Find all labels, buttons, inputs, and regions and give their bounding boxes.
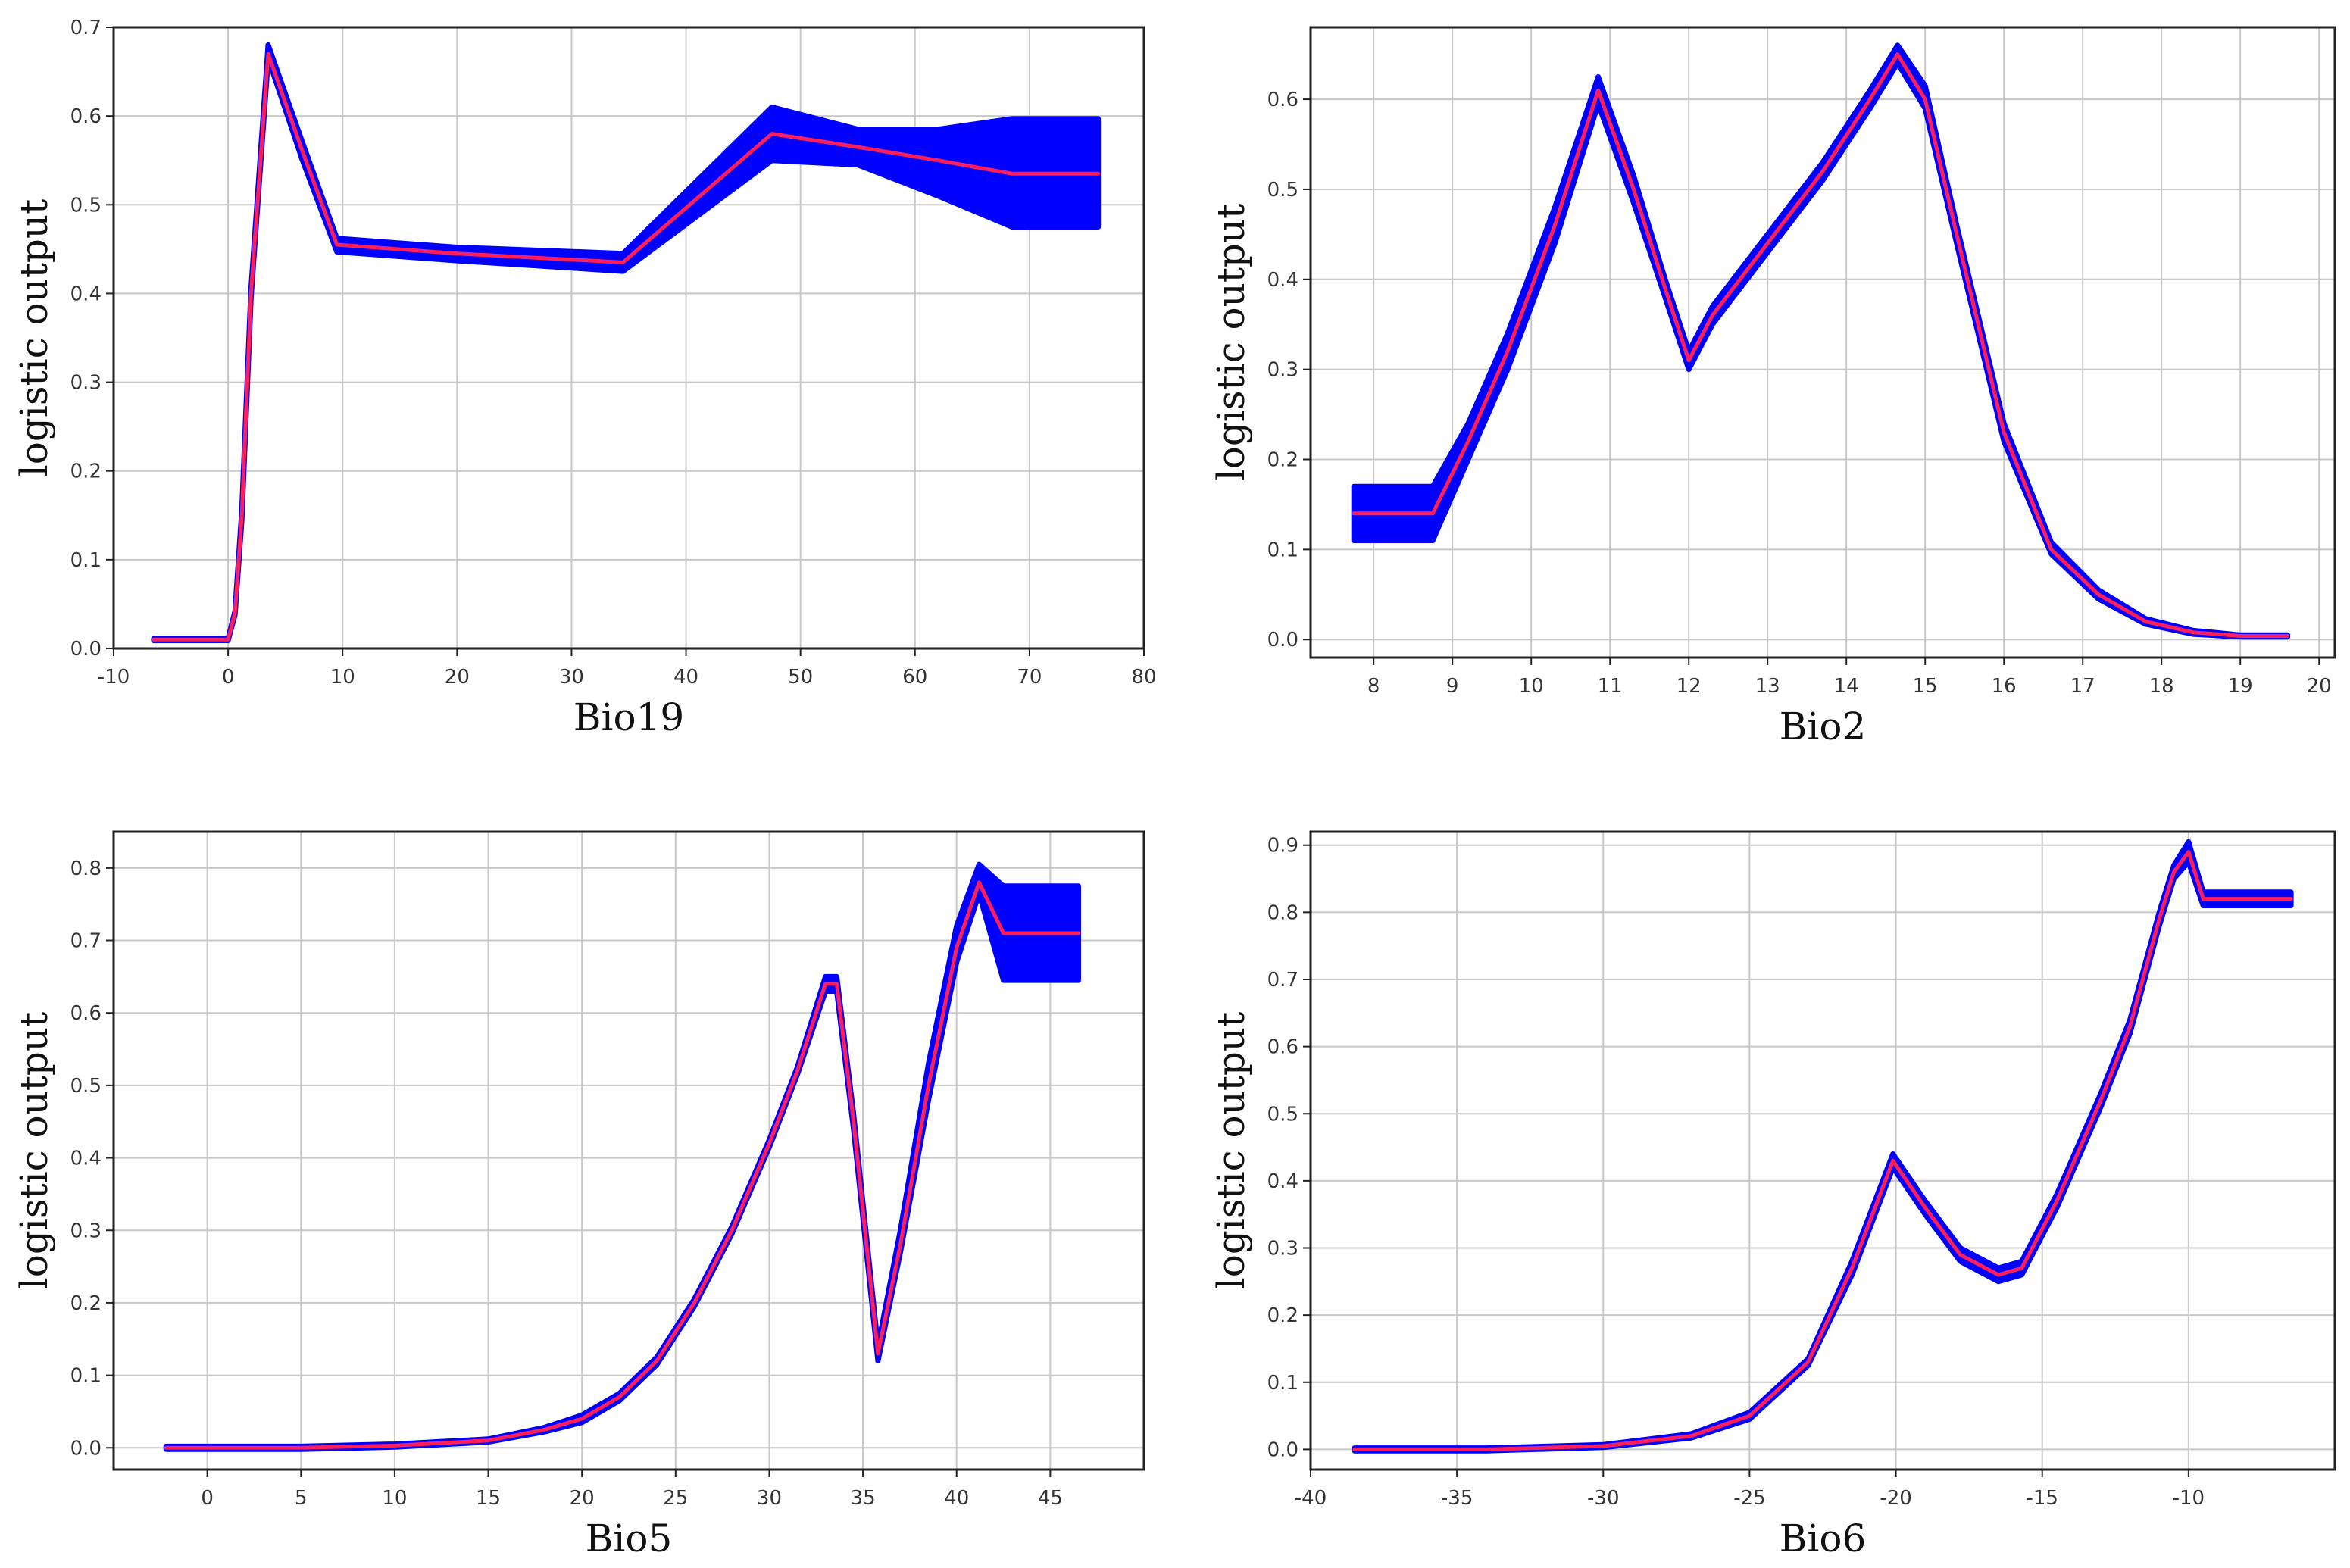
plot-area [1311,832,2335,1470]
y-tick-label: 0.8 [70,857,102,880]
y-tick-label: 0.0 [70,638,102,661]
x-tick-label: 10 [330,666,355,689]
y-tick-label: 0.9 [1267,835,1298,857]
x-tick-label: -10 [2173,1487,2205,1510]
y-axis-label: logistic output [12,1012,56,1289]
x-tick-label: 80 [1131,666,1156,689]
confidence-band [163,861,1081,1452]
chart-bio5: 0 5 10 15 20 25 30 35 40 45 0.0 0.1 0.2 0.3 0.4 0.5 0.6 0… [12,830,1145,1560]
plot-frame [112,26,1145,650]
y-tick-label: 0.3 [1267,359,1298,382]
y-tick-label: 0.8 [1267,901,1298,924]
plot-area [114,832,1144,1470]
x-tick-label: -20 [1880,1487,1911,1510]
y-tick-label: 0.1 [1267,539,1298,561]
x-tick-label: 17 [2070,675,2095,698]
x-axis-label: Bio19 [573,695,684,739]
y-tick-label: 0.3 [70,372,102,395]
x-tick-label: 45 [1038,1487,1063,1510]
y-tick-label: 0.4 [70,283,102,305]
y-tick-label: 0.6 [1267,89,1298,111]
y-tick-label: 0.7 [70,17,102,39]
x-axis-label: Bio6 [1780,1516,1867,1560]
x-tick-label: 18 [2149,675,2174,698]
x-tick-label: 0 [201,1487,214,1510]
x-tick-label: 12 [1677,675,1702,698]
y-tick-label: 0.2 [70,461,102,483]
x-tick-label: 13 [1755,675,1780,698]
x-tick-label: 40 [673,666,698,689]
y-tick-label: 0.5 [70,1075,102,1098]
x-tick-label: -25 [1733,1487,1765,1510]
y-tick-label: 0.5 [1267,1103,1298,1126]
plot-area [1311,27,2335,657]
x-tick-label: 0 [222,666,235,689]
x-tick-label: 11 [1598,675,1623,698]
y-tick-label: 0.4 [1267,1170,1298,1193]
y-axis-label: logistic output [1209,204,1253,481]
x-tick-label: 10 [1519,675,1544,698]
mean-response-line [164,880,1080,1450]
x-tick-label: 70 [1017,666,1042,689]
chart-bio2: 8 9 10 11 12 13 14 15 16 17 18 19 20 0.0 0.1 0.2 0.3 0.4 0… [1209,26,2336,748]
plot-frame [1309,830,2336,1471]
x-tick-label: 9 [1446,675,1459,698]
x-tick-label: 50 [788,666,813,689]
mean-response-line [1352,850,2293,1451]
y-axis-label: logistic output [12,199,56,476]
x-tick-label: -30 [1587,1487,1619,1510]
x-tick-label: 5 [295,1487,308,1510]
y-tick-label: 0.1 [1267,1372,1298,1395]
x-tick-label: 25 [663,1487,688,1510]
plot-frame [112,830,1145,1471]
y-tick-label: 0.6 [1267,1036,1298,1059]
x-tick-label: 30 [559,666,584,689]
y-tick-label: 0.3 [1267,1238,1298,1260]
x-tick-label: 15 [476,1487,501,1510]
x-tick-label: 8 [1367,675,1380,698]
x-tick-label: 10 [382,1487,407,1510]
y-tick-label: 0.0 [1267,1438,1298,1461]
y-tick-label: 0.5 [1267,179,1298,201]
y-tick-label: 0.4 [70,1148,102,1170]
y-axis-label: logistic output [1209,1012,1253,1289]
y-tick-label: 0.4 [1267,269,1298,292]
y-tick-label: 0.2 [70,1292,102,1315]
y-tick-label: 0.0 [70,1437,102,1460]
mean-response-line [1352,52,2290,638]
y-tick-label: 0.2 [1267,1304,1298,1327]
x-tick-label: -10 [98,666,130,689]
x-tick-label: 14 [1834,675,1859,698]
y-tick-label: 0.5 [70,194,102,217]
x-tick-label: 15 [1913,675,1938,698]
x-tick-label: 35 [851,1487,876,1510]
x-tick-label: 19 [2228,675,2253,698]
mean-response-line [152,52,1101,642]
y-tick-label: 0.6 [70,1002,102,1025]
x-tick-label: 60 [902,666,927,689]
x-tick-label: -40 [1295,1487,1327,1510]
x-tick-label: -35 [1441,1487,1473,1510]
y-tick-label: 0.3 [70,1220,102,1242]
x-tick-label: 20 [445,666,470,689]
x-axis-label: Bio5 [586,1516,673,1560]
y-tick-label: 0.0 [1267,629,1298,651]
y-tick-label: 0.1 [70,1365,102,1388]
y-tick-label: 0.1 [70,549,102,572]
plot-frame [1309,26,2336,659]
x-axis-label: Bio2 [1780,704,1867,748]
x-tick-label: 30 [757,1487,782,1510]
chart-bio19: -10 0 10 20 30 40 50 60 70 80 0.0 0.1 0.2 0.3 0.4 0.5 0.… [12,17,1157,739]
x-tick-label: 40 [944,1487,969,1510]
x-tick-label: 16 [1992,675,2017,698]
y-tick-label: 0.7 [70,930,102,953]
x-tick-label: 20 [2307,675,2332,698]
x-tick-label: -15 [2026,1487,2058,1510]
y-tick-label: 0.7 [1267,969,1298,992]
y-tick-label: 0.6 [70,105,102,128]
chart-bio6: -40 -35 -30 -25 -20 -15 -10 0.0 0.1 0.2 0.3 0.4 0.5 0… [1209,830,2336,1560]
x-tick-label: 20 [570,1487,595,1510]
y-tick-label: 0.2 [1267,449,1298,472]
